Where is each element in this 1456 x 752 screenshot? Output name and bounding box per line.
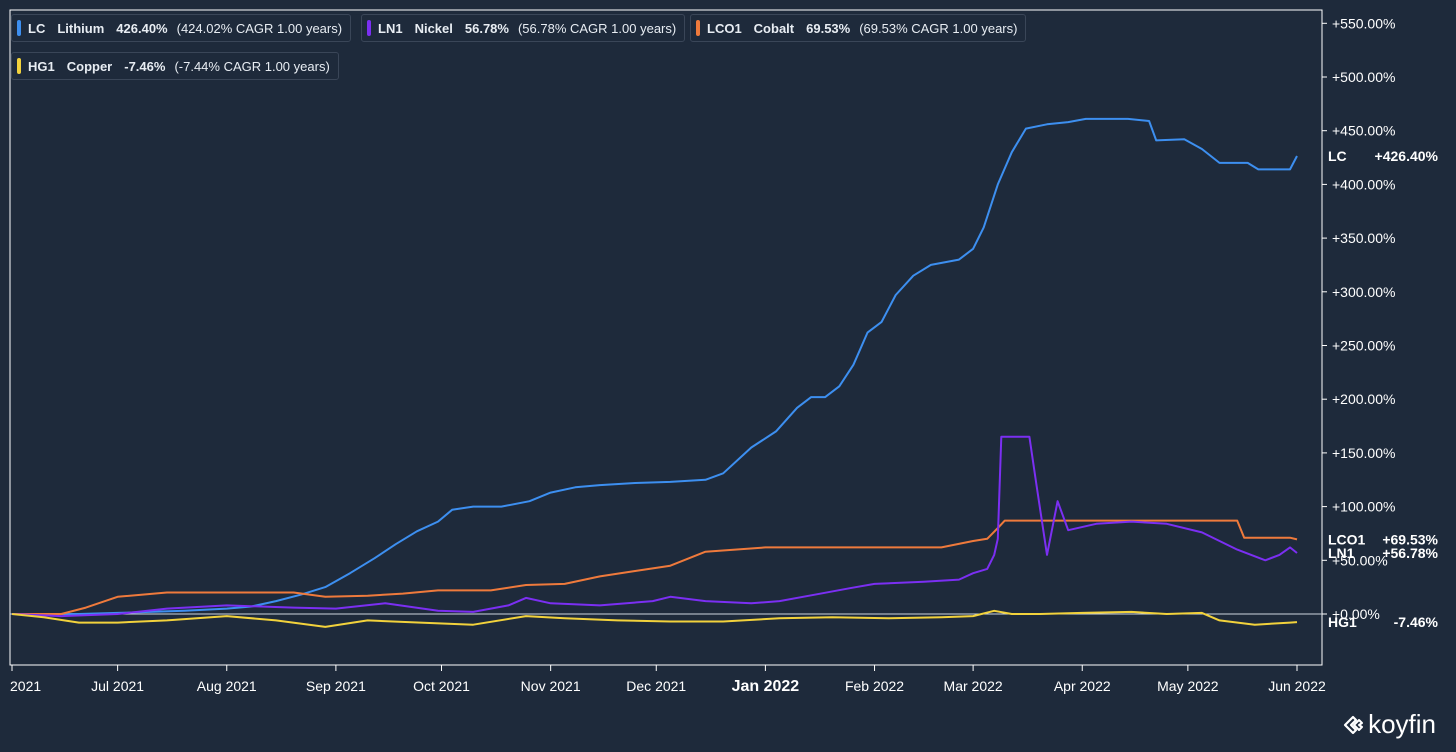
legend-swatch: [17, 58, 21, 74]
y-tick-label: +150.00%: [1332, 445, 1395, 461]
y-tick-label: +400.00%: [1332, 176, 1395, 192]
x-tick-label: Jul 2021: [91, 678, 144, 694]
end-label-lc: LC +426.40%: [1328, 148, 1439, 164]
logo-text: koyfin: [1368, 709, 1436, 739]
series-line-hg1: [11, 609, 1298, 628]
x-tick-label: Sep 2021: [306, 678, 366, 694]
legend-name: Nickel: [414, 20, 453, 36]
x-tick-label: Mar 2022: [944, 678, 1003, 694]
x-tick-label: Oct 2021: [413, 678, 470, 694]
legend-name: Cobalt: [753, 20, 795, 36]
x-tick-label: May 2022: [1157, 678, 1219, 694]
legend-name: Lithium: [57, 20, 105, 36]
series-line-ln1: [11, 435, 1298, 618]
legend-item-hg1[interactable]: HG1 Copper -7.46% (-7.44% CAGR 1.00 year…: [11, 52, 339, 80]
legend-ticker: LCO1: [707, 20, 742, 36]
legend-ticker: LN1: [378, 20, 403, 36]
x-tick-label: Feb 2022: [845, 678, 904, 694]
x-tick-label: Nov 2021: [521, 678, 581, 694]
series-group: [11, 117, 1298, 628]
series-line-lco1: [12, 519, 1298, 615]
x-tick-label: Apr 2022: [1054, 678, 1111, 694]
legend-item-lco1[interactable]: LCO1 Cobalt 69.53% (69.53% CAGR 1.00 yea…: [690, 14, 1027, 42]
koyfin-logo-icon: [1343, 715, 1364, 734]
legend-swatch: [367, 20, 371, 36]
x-tick-label: Jun 2022: [1268, 678, 1326, 694]
end-label-hg1: HG1 -7.46%: [1328, 614, 1439, 630]
legend-swatch: [17, 20, 21, 36]
end-label-ln1: LN1 +56.78%: [1328, 545, 1439, 561]
y-tick-label: +300.00%: [1332, 284, 1395, 300]
legend-cagr: (69.53% CAGR 1.00 years): [859, 20, 1018, 36]
y-tick-label: +450.00%: [1332, 123, 1395, 139]
legend-ticker: HG1: [28, 58, 55, 74]
koyfin-logo: koyfin: [1342, 709, 1436, 740]
y-tick-label: +100.00%: [1332, 499, 1395, 515]
x-axis: 2021 Jul 2021 Aug 2021 Sep 2021 Oct 2021 Nov …: [10, 665, 1326, 695]
legend-pct: 69.53%: [806, 20, 851, 36]
y-axis: +0.00% +50.00% +100.00% +150.00% +200.00% +25…: [1322, 15, 1395, 622]
y-tick-label: +250.00%: [1332, 338, 1395, 354]
y-tick-label: +50.00%: [1332, 552, 1388, 568]
legend-cagr: (56.78% CAGR 1.00 years): [517, 20, 677, 36]
end-label-lco1: LCO1 +69.53%: [1328, 531, 1439, 547]
y-tick-label: +350.00%: [1332, 230, 1395, 246]
legend-cagr: (-7.44% CAGR 1.00 years): [174, 58, 330, 74]
y-tick-label: +500.00%: [1332, 69, 1395, 85]
x-tick-label: 2021: [10, 678, 41, 694]
y-tick-label: +550.00%: [1332, 15, 1395, 31]
legend-ticker: LC: [28, 20, 46, 36]
legend-item-ln1[interactable]: LN1 Nickel 56.78% (56.78% CAGR 1.00 year…: [361, 14, 686, 42]
series-line-lc: [12, 117, 1298, 615]
legend-cagr: (424.02% CAGR 1.00 years): [176, 20, 343, 36]
y-tick-label: +0.00%: [1332, 606, 1380, 622]
legend-swatch: [696, 20, 700, 36]
legend-pct: 426.40%: [116, 20, 168, 36]
legend-name: Copper: [66, 58, 113, 74]
y-tick-label: +200.00%: [1332, 391, 1395, 407]
x-tick-label: Aug 2021: [197, 678, 257, 694]
end-labels: LC +426.40% LCO1 +69.53%LN1 +56.78% HG1 -7.46%: [1328, 148, 1439, 630]
legend-pct: 56.78%: [464, 20, 509, 36]
legend-pct: -7.46%: [124, 58, 166, 74]
legend-item-lc[interactable]: LC Lithium 426.40% (424.02% CAGR 1.00 ye…: [11, 14, 352, 42]
x-tick-label: Dec 2021: [626, 678, 686, 694]
plot-frame: [9, 9, 1323, 666]
x-tick-label: Jan 2022: [732, 678, 800, 695]
